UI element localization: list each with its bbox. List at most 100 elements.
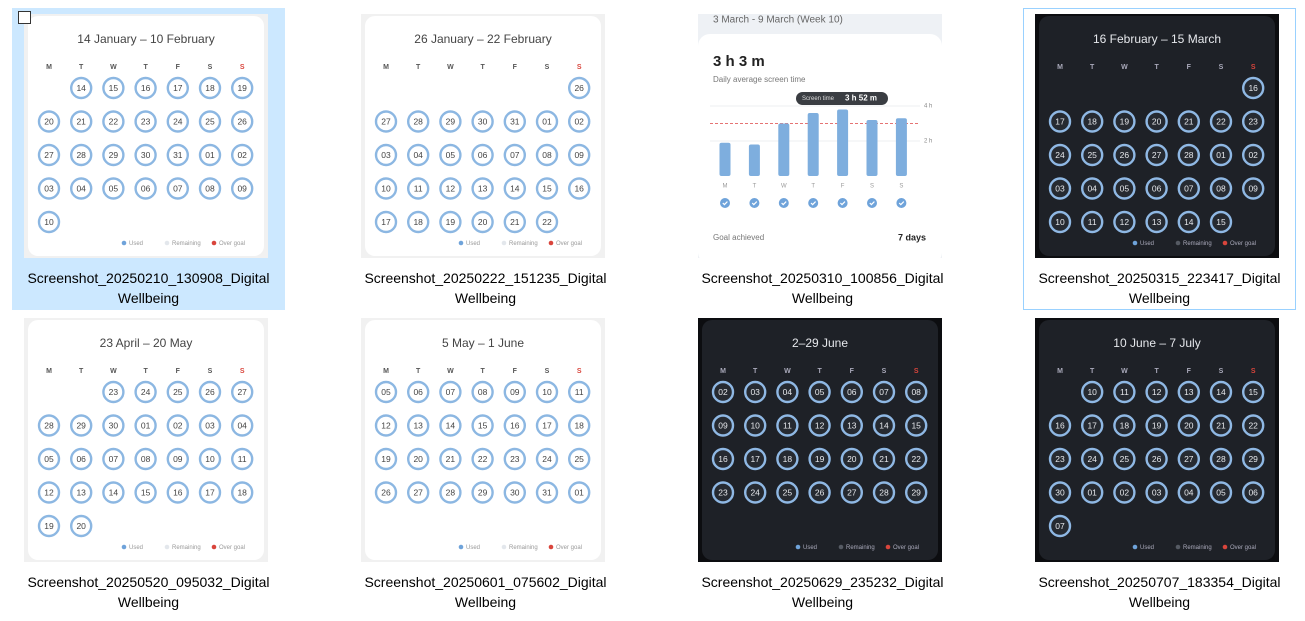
goal-check — [720, 198, 730, 208]
day-number: 30 — [510, 487, 520, 497]
file-item[interactable]: 10 June – 7 July M T W T F S S 10 11 12 13 14 15 16 17 1… — [1023, 312, 1296, 614]
day-ring — [134, 76, 157, 100]
day-ring — [567, 76, 591, 100]
day-ring — [535, 481, 559, 504]
day-ring — [407, 380, 430, 404]
legend-dot — [795, 544, 801, 550]
day-number: 26 — [574, 83, 584, 93]
day-ring — [872, 414, 896, 437]
day-number: 13 — [1152, 217, 1162, 227]
check-mark — [781, 201, 787, 206]
day-number: 16 — [718, 454, 728, 464]
day-number: 19 — [237, 83, 247, 93]
tooltip-label: Screen time — [802, 96, 835, 102]
legend-label: Over goal — [219, 241, 245, 247]
day-ring — [1048, 177, 1072, 200]
day-ring — [374, 481, 398, 504]
legend-dot — [211, 544, 217, 550]
day-ring — [198, 143, 222, 167]
day-ring — [198, 447, 222, 471]
weekday: S — [914, 368, 919, 375]
day-ring — [1177, 414, 1201, 437]
day-number: 05 — [109, 183, 119, 193]
weekday: T — [753, 368, 758, 375]
day-number: 24 — [542, 454, 552, 464]
day-number: 10 — [750, 420, 760, 430]
file-item[interactable]: 14 January – 10 February M T W T F S S 14 15 16 17 1… — [12, 8, 285, 310]
weekday: F — [513, 64, 518, 71]
day-ring — [471, 447, 494, 471]
file-item[interactable]: 26 January – 22 February M T W T F S S 26 27 28 29 3… — [349, 8, 622, 310]
day-number: 08 — [205, 183, 215, 193]
day-number: 11 — [1120, 387, 1129, 397]
day-number: 20 — [847, 454, 857, 464]
day-number: 29 — [76, 420, 86, 430]
day-ring — [1145, 481, 1168, 504]
file-item[interactable]: 5 May – 1 June M T W T F S S 05 06 07 08 09 10 11 12 13 1… — [349, 312, 622, 614]
calendar-title: 10 June – 7 July — [1113, 336, 1200, 350]
day-number: 16 — [173, 487, 183, 497]
weekday: M — [46, 64, 52, 71]
day-ring — [439, 447, 462, 471]
day-ring — [37, 210, 61, 234]
calendar-title: 2–29 June — [792, 336, 848, 350]
day-ring — [1145, 110, 1168, 133]
file-item[interactable]: 3 March - 9 March (Week 10) 3 h 3 m Daily … — [686, 8, 959, 310]
day-ring — [37, 110, 61, 133]
file-item[interactable]: 16 February – 15 March M T W T F S S 16 17 18 19 20 2… — [1023, 8, 1296, 310]
calendar-title: 14 January – 10 February — [77, 32, 214, 46]
legend-label: Used — [466, 241, 480, 247]
day-ring — [1113, 110, 1136, 133]
day-ring — [840, 447, 864, 471]
tooltip-value: 3 h 52 m — [845, 94, 877, 103]
select-checkbox[interactable] — [18, 11, 31, 24]
day-ring — [567, 380, 591, 404]
thumbnail: 3 March - 9 March (Week 10) 3 h 3 m Daily … — [698, 14, 942, 258]
day-ring — [1177, 481, 1201, 504]
weekday: S — [1251, 368, 1256, 375]
day-number: 15 — [1248, 387, 1258, 397]
day-number: 21 — [1216, 420, 1226, 430]
day-ring — [1113, 447, 1136, 471]
day-number: 09 — [237, 183, 247, 193]
day-number: 01 — [141, 420, 151, 430]
day-number: 30 — [109, 420, 119, 430]
day-number: 31 — [510, 116, 520, 126]
day-ring — [1177, 380, 1201, 404]
day-ring — [503, 177, 527, 200]
day-number: 08 — [911, 387, 921, 397]
day-ring — [1241, 414, 1265, 437]
legend-label: Over goal — [893, 545, 919, 551]
footer-label: Goal achieved — [713, 233, 764, 242]
day-number: 07 — [879, 387, 889, 397]
day-number: 22 — [542, 217, 552, 227]
day-ring — [1113, 481, 1136, 504]
day-ring — [840, 414, 864, 437]
file-item[interactable]: 2–29 June M T W T F S S 02 03 04 05 06 07 08 09 10 11 12 13… — [686, 312, 959, 614]
day-number: 12 — [44, 487, 54, 497]
day-number: 23 — [510, 454, 520, 464]
day-number: 17 — [542, 420, 552, 430]
day-number: 07 — [446, 387, 456, 397]
day-number: 19 — [44, 521, 54, 531]
day-ring — [1048, 414, 1072, 437]
day-number: 11 — [575, 387, 584, 397]
weekday: T — [143, 368, 148, 375]
day-number: 09 — [718, 420, 728, 430]
day-ring — [535, 177, 559, 200]
day-number: 20 — [1152, 116, 1162, 126]
day-number: 03 — [205, 420, 215, 430]
day-ring — [166, 447, 190, 471]
day-ring — [776, 380, 799, 404]
day-ring — [1145, 380, 1168, 404]
legend-dot — [501, 240, 507, 246]
day-number: 18 — [783, 454, 793, 464]
day-number: 10 — [542, 387, 552, 397]
legend-dot — [838, 544, 844, 550]
day-ring — [471, 177, 494, 200]
day-ring — [808, 380, 831, 404]
file-item[interactable]: 23 April – 20 May M T W T F S S 23 24 25 26 27 28 29 30… — [12, 312, 285, 614]
weekday: M — [1057, 64, 1063, 71]
day-ring — [535, 380, 559, 404]
